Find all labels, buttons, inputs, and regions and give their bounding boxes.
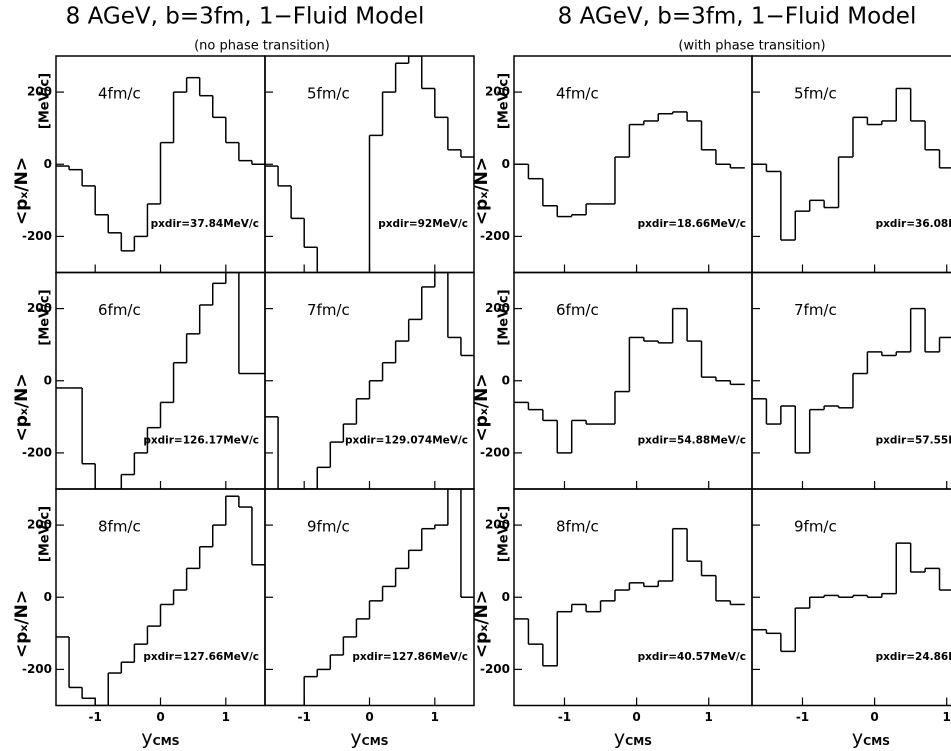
panel-annotation: pxdir=24.86MeV/c (876, 651, 951, 663)
x-tick-label: 0 (365, 710, 373, 724)
panel-annotation: pxdir=57.55MeV/c (876, 435, 951, 447)
panel-frame (751, 271, 951, 490)
panel-label: 6fm/c (556, 301, 599, 319)
histogram (56, 495, 265, 706)
figure-subtitle: (no phase transition) (194, 39, 330, 54)
x-axis-label-sub: CMS (863, 735, 890, 748)
panel-annotation: pxdir=40.57MeV/c (638, 651, 746, 663)
x-axis-label-main: y (141, 727, 152, 749)
panel-annotation: pxdir=37.84MeV/c (151, 218, 259, 230)
panel-annotation: pxdir=126.17MeV/c (143, 435, 259, 447)
x-axis-label-sub: CMS (153, 735, 180, 748)
y-tick-label: 0 (44, 373, 52, 387)
y-axis-unit: [MeV/c] (38, 506, 53, 562)
panel-frame (55, 488, 266, 707)
y-tick-label: -200 (480, 662, 510, 676)
y-tick-label: 0 (44, 590, 52, 604)
y-axis-label: <pₓ/N> (12, 373, 32, 441)
histogram (514, 307, 745, 454)
panel-annotation: pxdir=18.66MeV/c (638, 218, 746, 230)
histogram (514, 527, 745, 667)
panel-label: 9fm/c (307, 518, 350, 536)
x-tick-label: 0 (632, 710, 640, 724)
figure-subtitle: (with phase transition) (678, 39, 825, 54)
histogram (265, 272, 474, 489)
y-tick-label: 200 (485, 301, 510, 315)
panel-label: 7fm/c (794, 301, 837, 319)
panel-label: 4fm/c (98, 85, 141, 103)
panel-annotation: pxdir=54.88MeV/c (638, 435, 746, 447)
histogram (265, 489, 474, 706)
y-axis-label: <pₓ/N> (472, 157, 492, 225)
panel-label: 8fm/c (98, 518, 141, 536)
x-axis-label-sub: CMS (362, 735, 389, 748)
x-axis-label: yCMS (852, 727, 890, 749)
y-tick-label: 200 (485, 518, 510, 532)
x-tick-label: 0 (870, 710, 878, 724)
histogram (265, 56, 474, 273)
panel-frame (55, 271, 266, 490)
x-tick-label: 0 (156, 710, 164, 724)
x-tick-label: -1 (89, 710, 102, 724)
x-axis-label: yCMS (614, 727, 652, 749)
histogram (752, 87, 951, 241)
panel-annotation: pxdir=92MeV/c (378, 218, 468, 230)
figure-title: 8 AGeV, b=3fm, 1−Fluid Model (558, 4, 917, 30)
y-axis-unit: [MeV/c] (497, 289, 512, 345)
y-tick-label: -200 (480, 229, 510, 243)
panel-label: 6fm/c (98, 301, 141, 319)
x-axis-label-main: y (852, 727, 863, 749)
panel-frame (264, 488, 475, 707)
panel-label: 8fm/c (556, 518, 599, 536)
y-tick-label: -200 (480, 445, 510, 459)
y-axis-label: <pₓ/N> (472, 590, 492, 658)
y-axis-unit: [MeV/c] (497, 506, 512, 562)
x-tick-label: 1 (431, 710, 439, 724)
y-axis-label: <pₓ/N> (12, 590, 32, 658)
panel-annotation: pxdir=127.66MeV/c (143, 651, 259, 663)
y-tick-label: 0 (502, 373, 510, 387)
panel-label: 5fm/c (307, 85, 350, 103)
x-axis-label-main: y (614, 727, 625, 749)
histogram (514, 111, 745, 218)
y-tick-label: 0 (502, 157, 510, 171)
x-axis-label-sub: CMS (625, 735, 652, 748)
x-tick-label: 1 (943, 710, 951, 724)
y-axis-label: <pₓ/N> (12, 157, 32, 225)
y-tick-label: -200 (22, 229, 52, 243)
panel-label: 5fm/c (794, 85, 837, 103)
histogram (56, 272, 265, 489)
panel-annotation: pxdir=36.08MeV/c (876, 218, 951, 230)
y-tick-label: -200 (22, 445, 52, 459)
x-tick-label: -1 (558, 710, 571, 724)
x-axis-label: yCMS (350, 727, 388, 749)
y-axis-unit: [MeV/c] (38, 289, 53, 345)
panel-label: 7fm/c (307, 301, 350, 319)
x-tick-label: -1 (298, 710, 311, 724)
panel-label: 4fm/c (556, 85, 599, 103)
y-axis-label: <pₓ/N> (472, 373, 492, 441)
histogram (56, 76, 265, 252)
y-tick-label: 200 (485, 85, 510, 99)
x-axis-label-main: y (350, 727, 361, 749)
panel-annotation: pxdir=127.86MeV/c (352, 651, 468, 663)
y-tick-label: -200 (22, 662, 52, 676)
x-tick-label: 1 (705, 710, 713, 724)
y-axis-unit: [MeV/c] (497, 73, 512, 129)
histogram (752, 542, 951, 653)
y-tick-label: 200 (27, 518, 52, 532)
panel-label: 9fm/c (794, 518, 837, 536)
x-tick-label: -1 (796, 710, 809, 724)
x-tick-label: 1 (222, 710, 230, 724)
figure-title: 8 AGeV, b=3fm, 1−Fluid Model (66, 4, 425, 30)
histogram (752, 307, 951, 454)
y-axis-unit: [MeV/c] (38, 73, 53, 129)
x-axis-label: yCMS (141, 727, 179, 749)
y-tick-label: 0 (502, 590, 510, 604)
panel-annotation: pxdir=129.074MeV/c (345, 435, 468, 447)
y-tick-label: 200 (27, 85, 52, 99)
y-tick-label: 200 (27, 301, 52, 315)
y-tick-label: 0 (44, 157, 52, 171)
